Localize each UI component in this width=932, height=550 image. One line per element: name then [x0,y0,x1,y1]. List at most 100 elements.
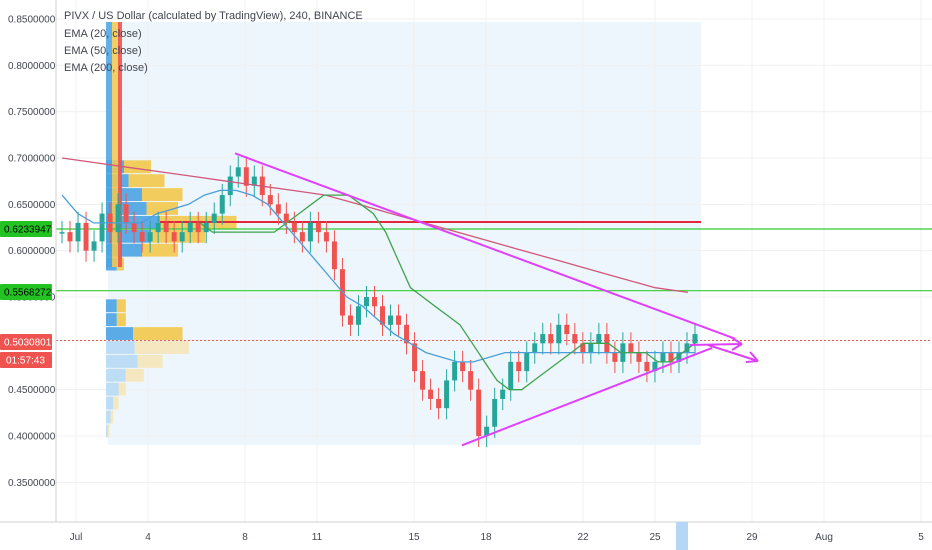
candle-body [468,371,474,390]
x-axis-highlight [676,522,688,550]
candle-body [396,315,402,325]
candle-body [444,380,450,409]
candle-body [628,343,634,353]
volume-profile-down-bar [113,396,119,410]
candle-body [516,361,522,372]
y-tick-label: 0.7000000 [8,154,56,165]
y-tick-label: 0.3500000 [8,478,56,489]
volume-spike-up [106,22,112,267]
x-tick-label: 22 [577,532,589,543]
candle-body [211,213,217,223]
price-badge-1 [0,284,52,300]
volume-profile-down-bar [125,368,144,382]
candle-body [500,389,506,399]
candle-body [155,222,161,233]
candle-body [75,222,81,242]
candle-body [267,195,273,205]
candle-body [195,222,201,233]
volume-profile-down-bar [134,341,189,354]
candle-body [588,343,594,353]
candle-body [171,232,177,242]
candle-body [660,352,666,362]
candle-body [147,232,153,242]
x-tick-label: 4 [145,532,151,543]
candle-body [99,213,105,242]
price-badge-label-0: 0.6233947 [4,225,52,236]
candle-body [131,222,137,233]
ema-200-line [61,157,689,294]
candle-body [404,324,410,344]
x-tick-label: Jul [70,532,83,543]
indicator-ema-50[interactable]: EMA (50, close) [64,45,142,57]
volume-profile-up-bar [106,368,126,382]
price-badge-2 [0,334,52,350]
candle-body [380,306,386,325]
candle-body [452,361,458,381]
candle-body [540,334,546,344]
indicator-ema-200[interactable]: EMA (200, close) [64,62,148,74]
candle-body [163,222,169,233]
countdown-badge [0,352,52,368]
indicator-ema-20[interactable]: EMA (20, close) [64,28,142,40]
volume-profile-down-bar [142,243,178,257]
candle-body [347,315,353,325]
price-badge-label-2: 0.5030801 [4,338,52,349]
candle-body [275,204,281,214]
volume-profile-down-bar [151,229,205,243]
candle-body [556,324,562,344]
volume-profile-up-bar [106,410,111,424]
candle-body [371,297,377,307]
volume-profile-down-bar [110,410,114,424]
x-axis-panel [0,522,932,550]
candle-body [315,222,321,233]
y-axis-panel [0,0,56,550]
candle-body [644,361,650,372]
candle-body [428,389,434,399]
candle-body [460,361,466,372]
y-tick-label: 0.4000000 [8,432,56,443]
x-tick-label: 11 [312,532,323,543]
candle-body [243,167,249,186]
candle-body [67,232,73,242]
candle-body [179,232,185,242]
x-tick-label: Aug [815,532,833,543]
candle-body [484,426,490,436]
volume-profile-down-bar [116,299,126,313]
volume-profile-up-bar [106,341,135,354]
ema-20-line [199,194,696,391]
arrow-right-lower [707,344,759,363]
candle-body [123,204,129,223]
candle-body [508,361,514,390]
volume-profile-down-bar [128,174,165,188]
candle-body [59,232,65,234]
x-tick-label: 8 [242,532,248,543]
volume-spike-down [112,22,120,267]
trendline-lower [461,347,713,447]
candle-body [692,334,698,344]
volume-profile-down-bar [118,382,126,396]
price-badge-0 [0,221,52,237]
candle-body [596,334,602,344]
candle-body [612,352,618,362]
candle-body [227,176,233,196]
volume-profile-down-bar [133,327,183,341]
volume-profile-up-bar [106,354,138,368]
candle-body [636,352,642,362]
candle-body [139,232,145,242]
candle-body [668,352,674,362]
x-tick-label: 15 [408,532,420,543]
candle-body [492,398,498,427]
y-tick-label: 0.7500000 [8,107,56,118]
candle-body [307,222,313,242]
volume-profile-down-bar [107,424,110,438]
price-badge-label-1: 0.5568272 [4,288,52,299]
x-tick-label: 18 [480,532,492,543]
candle-body [684,343,690,353]
volume-profile-down-bar [137,354,163,368]
candle-body [572,334,578,344]
candle-body [251,176,257,186]
candle-body [323,232,329,242]
candle-body [388,315,394,325]
